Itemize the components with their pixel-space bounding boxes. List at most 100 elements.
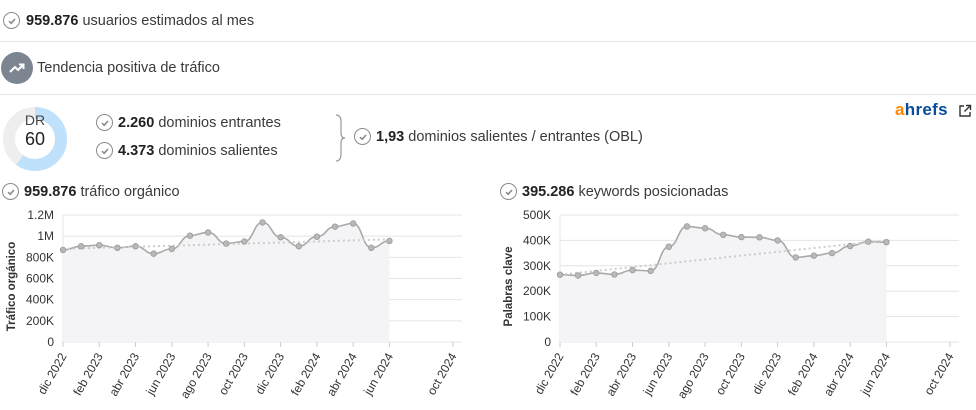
- x-tick-label: abr 2023: [106, 350, 142, 398]
- x-tick-label: feb 2024: [785, 350, 821, 398]
- x-tick-label: dic 2022: [35, 350, 70, 397]
- users-row: 959.876 usuarios estimados al mes: [0, 0, 976, 42]
- data-point[interactable]: [556, 271, 564, 278]
- x-tick-label: oct 2024: [424, 350, 459, 397]
- y-tick-label: 0: [47, 335, 54, 349]
- data-point[interactable]: [386, 237, 393, 245]
- data-point[interactable]: [132, 243, 139, 250]
- data-point[interactable]: [59, 246, 67, 254]
- data-point[interactable]: [368, 244, 375, 252]
- x-tick-label: oct 2023: [216, 350, 251, 397]
- check-icon: [354, 128, 371, 145]
- check-icon: [2, 183, 19, 200]
- domain-rating-gauge: DR 60: [2, 106, 68, 172]
- data-point[interactable]: [665, 243, 673, 250]
- keywords-chart: 0 100K 200K 300K 400K 500K Palabras clave dic 2…: [503, 208, 959, 401]
- external-link-icon[interactable]: [958, 104, 972, 118]
- x-tick-label: abr 2024: [324, 350, 360, 398]
- data-point[interactable]: [865, 238, 872, 245]
- data-point[interactable]: [756, 234, 763, 241]
- y-tick-label: 1.2M: [27, 208, 54, 222]
- series-area: [63, 222, 390, 342]
- keywords-header: 395.286 keywords posicionadas: [500, 183, 728, 200]
- dr-value: 60: [24, 129, 46, 149]
- check-icon: [96, 114, 113, 131]
- data-point[interactable]: [574, 272, 582, 279]
- check-icon: [500, 183, 517, 200]
- x-tick-label: feb 2024: [288, 350, 324, 398]
- data-point[interactable]: [186, 232, 194, 239]
- data-point[interactable]: [277, 234, 284, 241]
- y-tick-label: 1M: [37, 229, 54, 243]
- y-tick-label: 200K: [26, 314, 54, 328]
- incoming-domains: 2.260 dominios entrantes: [96, 114, 281, 131]
- data-point[interactable]: [611, 271, 618, 278]
- data-point[interactable]: [223, 240, 230, 247]
- x-tick-label: abr 2023: [603, 350, 639, 398]
- y-tick-label: 400K: [26, 293, 54, 307]
- outgoing-domains: 4.373 dominios salientes: [96, 142, 278, 159]
- y-axis-label: Palabras clave: [503, 247, 515, 327]
- obl-ratio: 1,93 dominios salientes / entrantes (OBL…: [354, 128, 643, 145]
- x-tick-label: jun 2023: [143, 350, 179, 398]
- data-point[interactable]: [168, 245, 176, 253]
- data-point[interactable]: [883, 238, 890, 246]
- data-point[interactable]: [331, 223, 339, 230]
- data-point[interactable]: [114, 244, 121, 252]
- data-point[interactable]: [720, 231, 727, 239]
- x-tick-label: jun 2024: [360, 350, 396, 398]
- data-point[interactable]: [738, 233, 745, 241]
- x-tick-label: jun 2024: [857, 350, 893, 398]
- x-tick-label: jun 2023: [640, 350, 676, 398]
- data-point[interactable]: [313, 233, 321, 240]
- x-tick-label: dic 2022: [532, 350, 567, 397]
- x-tick-label: abr 2024: [821, 350, 857, 398]
- x-tick-label: oct 2024: [921, 350, 956, 397]
- data-point[interactable]: [629, 266, 636, 274]
- data-point[interactable]: [77, 243, 85, 250]
- data-point[interactable]: [241, 238, 248, 245]
- series-area: [560, 226, 887, 342]
- y-tick-label: 100K: [523, 310, 551, 324]
- data-point[interactable]: [204, 229, 212, 236]
- y-axis-label: Tráfico orgánico: [6, 242, 18, 331]
- data-point[interactable]: [828, 249, 836, 257]
- x-tick-label: feb 2023: [567, 350, 603, 398]
- data-point[interactable]: [259, 219, 266, 226]
- data-point[interactable]: [774, 237, 781, 244]
- dr-label: DR: [24, 112, 46, 128]
- x-tick-label: feb 2023: [70, 350, 106, 398]
- y-tick-label: 200K: [523, 284, 551, 298]
- data-point[interactable]: [96, 241, 103, 249]
- brace: [335, 114, 346, 162]
- y-tick-label: 0: [544, 335, 551, 349]
- data-point[interactable]: [647, 267, 654, 275]
- data-point[interactable]: [349, 220, 357, 227]
- x-tick-label: ago 2023: [675, 350, 712, 401]
- data-point[interactable]: [810, 252, 818, 259]
- x-tick-label: dic 2023: [252, 350, 287, 397]
- data-point[interactable]: [846, 242, 854, 250]
- y-tick-label: 500K: [523, 208, 551, 222]
- trend-up-icon: [1, 52, 33, 84]
- y-tick-label: 300K: [523, 259, 551, 273]
- data-point[interactable]: [683, 223, 691, 230]
- data-point[interactable]: [295, 243, 302, 250]
- x-tick-label: dic 2023: [749, 350, 784, 397]
- organic-traffic-header: 959.876 tráfico orgánico: [2, 183, 180, 200]
- y-tick-label: 600K: [26, 272, 54, 286]
- data-point[interactable]: [150, 250, 157, 257]
- ahrefs-logo[interactable]: ahrefs: [895, 100, 948, 119]
- users-stat: 959.876 usuarios estimados al mes: [26, 12, 255, 29]
- x-tick-label: ago 2023: [178, 350, 215, 401]
- x-tick-label: oct 2023: [713, 350, 748, 397]
- data-point[interactable]: [593, 269, 600, 277]
- y-tick-label: 400K: [523, 233, 551, 247]
- organic-traffic-chart: 0 200K 400K 600K 800K 1M 1.2M Tráfico orgánico d…: [6, 208, 462, 401]
- data-point[interactable]: [701, 225, 709, 232]
- check-icon: [96, 142, 113, 159]
- data-point[interactable]: [792, 254, 799, 261]
- dr-arc: [3, 107, 67, 171]
- check-icon: [3, 12, 20, 29]
- trend-text: Tendencia positiva de tráfico: [37, 60, 220, 76]
